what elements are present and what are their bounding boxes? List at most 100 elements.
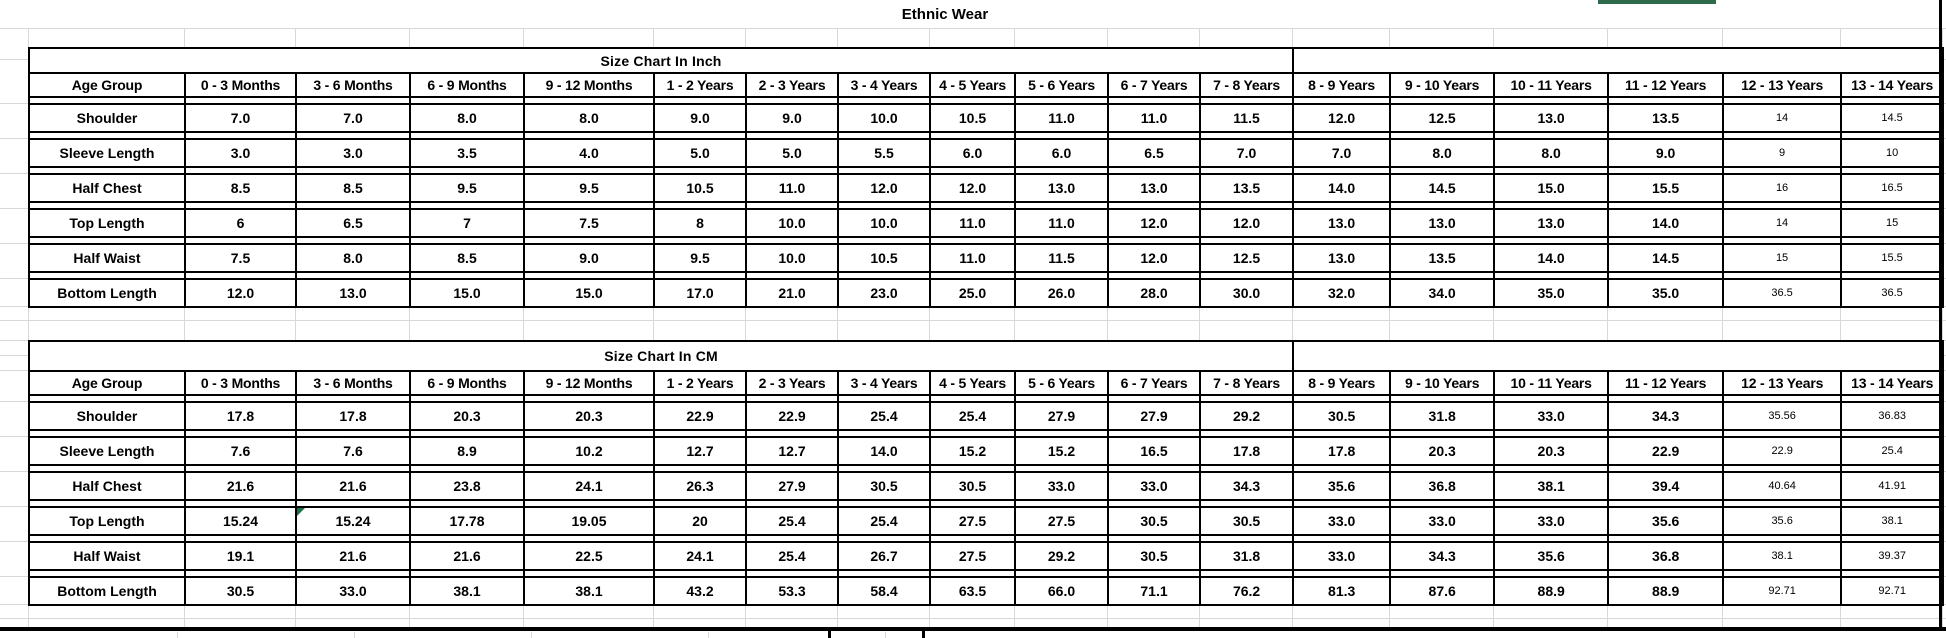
data-cell[interactable]: 22.9 bbox=[745, 401, 839, 431]
column-header[interactable]: 3 - 4 Years bbox=[837, 72, 931, 98]
data-cell[interactable]: 8.0 bbox=[295, 243, 411, 273]
column-header[interactable]: 9 - 12 Months bbox=[523, 72, 655, 98]
data-cell[interactable]: 11.5 bbox=[1014, 243, 1109, 273]
data-cell[interactable]: 15 bbox=[1722, 243, 1843, 273]
column-header[interactable]: 6 - 9 Months bbox=[409, 370, 525, 396]
row-label[interactable]: Half Waist bbox=[28, 541, 186, 571]
data-cell[interactable]: 24.1 bbox=[523, 471, 655, 501]
data-cell[interactable]: 38.1 bbox=[1722, 541, 1843, 571]
data-cell[interactable]: 38.1 bbox=[1493, 471, 1610, 501]
data-cell[interactable]: 40.64 bbox=[1722, 471, 1843, 501]
column-header[interactable]: 0 - 3 Months bbox=[184, 72, 297, 98]
data-cell[interactable]: 29.2 bbox=[1014, 541, 1109, 571]
row-label[interactable]: Bottom Length bbox=[28, 576, 186, 606]
data-cell[interactable]: 35.6 bbox=[1607, 506, 1725, 536]
column-header[interactable]: 0 - 3 Months bbox=[184, 370, 297, 396]
data-cell[interactable]: 17.78 bbox=[409, 506, 525, 536]
data-cell[interactable]: 13.0 bbox=[1493, 103, 1610, 133]
data-cell[interactable]: 27.5 bbox=[929, 541, 1016, 571]
column-header[interactable]: 13 - 14 Years bbox=[1840, 72, 1945, 98]
data-cell[interactable]: 25.0 bbox=[929, 278, 1016, 308]
data-cell[interactable]: 22.9 bbox=[1607, 436, 1725, 466]
row-label[interactable]: Top Length bbox=[28, 506, 186, 536]
age-group-header[interactable]: Age Group bbox=[28, 370, 186, 396]
data-cell[interactable]: 9.5 bbox=[409, 173, 525, 203]
data-cell[interactable]: 11.5 bbox=[1198, 103, 1295, 133]
data-cell[interactable]: 14 bbox=[1722, 103, 1843, 133]
column-header[interactable]: 13 - 14 Years bbox=[1840, 370, 1945, 396]
data-cell[interactable]: 30.0 bbox=[1198, 278, 1295, 308]
data-cell[interactable]: 7.0 bbox=[184, 103, 297, 133]
data-cell[interactable]: 25.4 bbox=[745, 506, 839, 536]
data-cell[interactable]: 6.5 bbox=[295, 208, 411, 238]
data-cell[interactable]: 22.9 bbox=[1722, 436, 1843, 466]
data-cell[interactable]: 19.05 bbox=[523, 506, 655, 536]
column-header[interactable]: 6 - 7 Years bbox=[1107, 370, 1201, 396]
data-cell[interactable]: 21.6 bbox=[295, 471, 411, 501]
data-cell[interactable]: 13.0 bbox=[1107, 173, 1201, 203]
data-cell[interactable]: 8.5 bbox=[184, 173, 297, 203]
column-header[interactable]: 2 - 3 Years bbox=[745, 370, 839, 396]
data-cell[interactable]: 36.5 bbox=[1722, 278, 1843, 308]
data-cell[interactable]: 33.0 bbox=[295, 576, 411, 606]
data-cell[interactable]: 33.0 bbox=[1493, 506, 1610, 536]
data-cell[interactable]: 20.3 bbox=[523, 401, 655, 431]
data-cell[interactable]: 30.5 bbox=[837, 471, 931, 501]
data-cell[interactable]: 88.9 bbox=[1607, 576, 1725, 606]
data-cell[interactable]: 76.2 bbox=[1198, 576, 1295, 606]
data-cell[interactable]: 7.0 bbox=[295, 103, 411, 133]
data-cell[interactable]: 8.5 bbox=[409, 243, 525, 273]
data-cell[interactable]: 35.6 bbox=[1292, 471, 1392, 501]
column-header[interactable]: 3 - 6 Months bbox=[295, 370, 411, 396]
data-cell[interactable]: 14.0 bbox=[1292, 173, 1392, 203]
data-cell[interactable]: 9.0 bbox=[653, 103, 747, 133]
column-header[interactable]: 9 - 10 Years bbox=[1389, 370, 1496, 396]
data-cell[interactable]: 35.0 bbox=[1607, 278, 1725, 308]
data-cell[interactable]: 11.0 bbox=[1014, 103, 1109, 133]
data-cell[interactable]: 9 bbox=[1722, 138, 1843, 168]
row-label[interactable]: Half Waist bbox=[28, 243, 186, 273]
data-cell[interactable]: 10.0 bbox=[837, 208, 931, 238]
data-cell[interactable]: 20.3 bbox=[1389, 436, 1496, 466]
data-cell[interactable]: 36.8 bbox=[1389, 471, 1496, 501]
data-cell[interactable]: 27.9 bbox=[745, 471, 839, 501]
data-cell[interactable]: 30.5 bbox=[184, 576, 297, 606]
data-cell[interactable]: 34.3 bbox=[1198, 471, 1295, 501]
data-cell[interactable]: 21.6 bbox=[295, 541, 411, 571]
data-cell[interactable]: 35.0 bbox=[1493, 278, 1610, 308]
data-cell[interactable]: 11.0 bbox=[1014, 208, 1109, 238]
data-cell[interactable]: 16 bbox=[1722, 173, 1843, 203]
data-cell[interactable]: 36.5 bbox=[1840, 278, 1945, 308]
data-cell[interactable]: 10.2 bbox=[523, 436, 655, 466]
data-cell[interactable]: 9.0 bbox=[1607, 138, 1725, 168]
data-cell[interactable]: 10.0 bbox=[745, 243, 839, 273]
data-cell[interactable]: 13.0 bbox=[1389, 208, 1496, 238]
row-label[interactable]: Top Length bbox=[28, 208, 186, 238]
data-cell[interactable]: 10 bbox=[1840, 138, 1945, 168]
data-cell[interactable]: 12.0 bbox=[837, 173, 931, 203]
data-cell[interactable]: 9.5 bbox=[653, 243, 747, 273]
data-cell[interactable]: 36.8 bbox=[1607, 541, 1725, 571]
data-cell[interactable]: 12.0 bbox=[1107, 208, 1201, 238]
data-cell[interactable]: 30.5 bbox=[1107, 541, 1201, 571]
data-cell[interactable]: 7.5 bbox=[184, 243, 297, 273]
row-label[interactable]: Half Chest bbox=[28, 173, 186, 203]
data-cell[interactable]: 11.0 bbox=[929, 208, 1016, 238]
data-cell[interactable]: 16.5 bbox=[1107, 436, 1201, 466]
data-cell[interactable]: 32.0 bbox=[1292, 278, 1392, 308]
data-cell[interactable]: 13.0 bbox=[1292, 243, 1392, 273]
data-cell[interactable]: 7.6 bbox=[295, 436, 411, 466]
data-cell[interactable]: 10.5 bbox=[653, 173, 747, 203]
column-header[interactable]: 1 - 2 Years bbox=[653, 72, 747, 98]
data-cell[interactable]: 26.3 bbox=[653, 471, 747, 501]
data-cell[interactable]: 16.5 bbox=[1840, 173, 1945, 203]
data-cell[interactable]: 14 bbox=[1722, 208, 1843, 238]
data-cell[interactable]: 5.0 bbox=[745, 138, 839, 168]
data-cell[interactable]: 27.9 bbox=[1107, 401, 1201, 431]
data-cell[interactable]: 27.5 bbox=[929, 506, 1016, 536]
data-cell[interactable]: 15.2 bbox=[929, 436, 1016, 466]
column-header[interactable]: 6 - 7 Years bbox=[1107, 72, 1201, 98]
data-cell[interactable]: 26.0 bbox=[1014, 278, 1109, 308]
data-cell[interactable]: 33.0 bbox=[1107, 471, 1201, 501]
data-cell[interactable]: 14.5 bbox=[1389, 173, 1496, 203]
